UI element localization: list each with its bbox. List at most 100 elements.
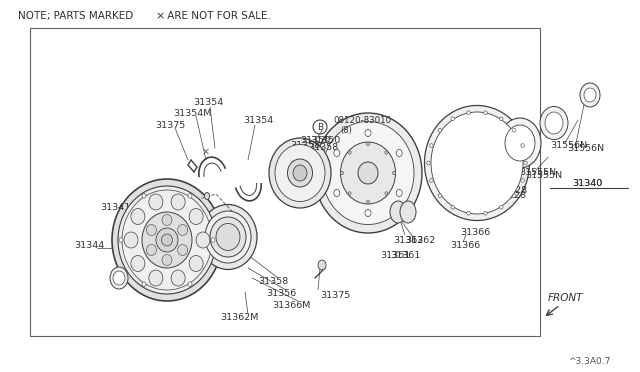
Text: 31528: 31528 — [497, 186, 527, 195]
Ellipse shape — [131, 256, 145, 272]
Ellipse shape — [367, 142, 369, 146]
Ellipse shape — [205, 211, 251, 263]
Text: 31361: 31361 — [390, 250, 420, 260]
Ellipse shape — [584, 88, 596, 102]
Text: 31556N: 31556N — [550, 141, 587, 150]
Text: 31340: 31340 — [572, 179, 602, 187]
Ellipse shape — [400, 201, 416, 223]
Text: NOTE; PARTS MARKED: NOTE; PARTS MARKED — [18, 11, 133, 21]
Text: 31341: 31341 — [100, 202, 131, 212]
Ellipse shape — [122, 190, 212, 290]
Ellipse shape — [365, 209, 371, 217]
Text: ^3.3A0.7: ^3.3A0.7 — [568, 357, 611, 366]
Ellipse shape — [156, 228, 178, 252]
Ellipse shape — [580, 83, 600, 107]
Ellipse shape — [431, 112, 523, 214]
Text: 31354M: 31354M — [173, 109, 211, 118]
Text: 31364: 31364 — [138, 214, 168, 222]
Text: 31366M: 31366M — [272, 301, 310, 310]
Ellipse shape — [396, 189, 402, 196]
Ellipse shape — [188, 282, 192, 286]
Ellipse shape — [467, 211, 470, 215]
Text: 31361: 31361 — [380, 250, 410, 260]
Text: 31350: 31350 — [310, 135, 340, 144]
Ellipse shape — [513, 128, 516, 132]
Ellipse shape — [390, 201, 406, 223]
Text: 31358: 31358 — [308, 142, 339, 151]
Ellipse shape — [171, 270, 185, 286]
Ellipse shape — [438, 128, 442, 132]
Text: B: B — [317, 122, 323, 131]
Ellipse shape — [499, 205, 503, 209]
Ellipse shape — [131, 208, 145, 224]
Ellipse shape — [210, 217, 246, 257]
Ellipse shape — [199, 205, 257, 269]
Ellipse shape — [189, 256, 203, 272]
Text: 31344: 31344 — [74, 241, 104, 250]
Text: 31356: 31356 — [266, 289, 296, 298]
Text: 31375: 31375 — [155, 121, 185, 129]
Text: 31358: 31358 — [290, 141, 320, 150]
Ellipse shape — [505, 125, 535, 161]
Ellipse shape — [545, 112, 563, 134]
Ellipse shape — [540, 106, 568, 140]
Ellipse shape — [340, 142, 396, 204]
Ellipse shape — [348, 192, 351, 195]
Ellipse shape — [521, 144, 524, 147]
Ellipse shape — [189, 208, 203, 224]
Text: 31354: 31354 — [243, 115, 273, 125]
Ellipse shape — [358, 162, 378, 184]
Text: ×: × — [155, 11, 164, 21]
Ellipse shape — [162, 254, 172, 266]
Ellipse shape — [177, 244, 188, 256]
Ellipse shape — [318, 260, 326, 270]
Ellipse shape — [177, 224, 188, 235]
Text: 31362: 31362 — [405, 235, 435, 244]
Ellipse shape — [188, 193, 192, 198]
Text: 31366: 31366 — [450, 241, 480, 250]
Ellipse shape — [484, 111, 487, 115]
Ellipse shape — [118, 186, 216, 294]
Ellipse shape — [149, 270, 163, 286]
Ellipse shape — [216, 224, 240, 250]
Ellipse shape — [196, 232, 210, 248]
Ellipse shape — [348, 151, 351, 154]
Text: ×: × — [202, 147, 210, 157]
Ellipse shape — [499, 118, 541, 168]
Ellipse shape — [451, 117, 454, 121]
Ellipse shape — [524, 161, 527, 165]
Ellipse shape — [149, 194, 163, 210]
Ellipse shape — [147, 244, 156, 256]
Ellipse shape — [499, 117, 503, 121]
Ellipse shape — [211, 238, 215, 242]
Ellipse shape — [112, 179, 222, 301]
Ellipse shape — [142, 193, 146, 198]
Ellipse shape — [171, 194, 185, 210]
Ellipse shape — [438, 194, 442, 198]
Text: FRONT: FRONT — [548, 293, 584, 303]
Ellipse shape — [124, 232, 138, 248]
Ellipse shape — [113, 271, 125, 285]
Ellipse shape — [385, 151, 388, 154]
Ellipse shape — [467, 111, 470, 115]
Ellipse shape — [293, 165, 307, 181]
Ellipse shape — [521, 179, 524, 182]
Ellipse shape — [451, 205, 454, 209]
Ellipse shape — [142, 282, 146, 286]
Ellipse shape — [314, 113, 422, 233]
Bar — [30, 28, 540, 336]
Text: ×: × — [286, 165, 296, 175]
Ellipse shape — [275, 144, 325, 202]
Ellipse shape — [484, 211, 487, 215]
Text: 31366: 31366 — [460, 228, 490, 237]
Ellipse shape — [334, 150, 340, 157]
Ellipse shape — [429, 144, 433, 147]
Ellipse shape — [340, 171, 344, 175]
Text: 31375: 31375 — [320, 291, 350, 299]
Ellipse shape — [365, 129, 371, 137]
Text: 31555N: 31555N — [525, 170, 562, 180]
Ellipse shape — [110, 267, 128, 289]
Ellipse shape — [269, 138, 331, 208]
Text: ×: × — [295, 167, 305, 180]
Text: 31350: 31350 — [300, 135, 330, 144]
